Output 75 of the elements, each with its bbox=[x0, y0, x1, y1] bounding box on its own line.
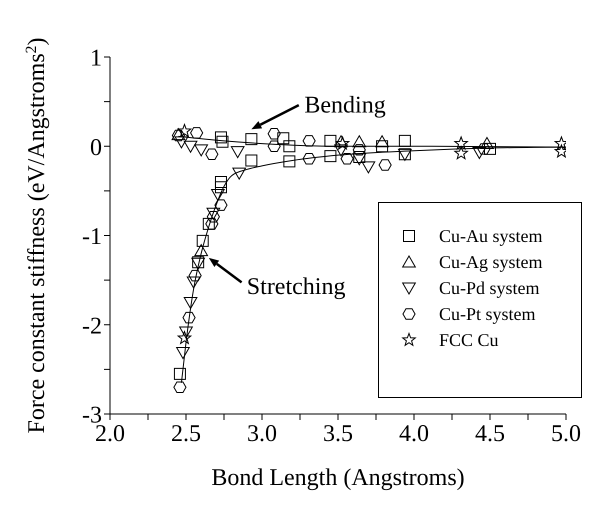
point bbox=[184, 140, 198, 153]
point bbox=[334, 144, 348, 156]
point bbox=[302, 135, 316, 147]
legend-label: FCC Cu bbox=[439, 329, 499, 352]
point bbox=[378, 159, 392, 171]
y-tick-label: 0 bbox=[90, 134, 102, 161]
point bbox=[268, 140, 281, 152]
point bbox=[362, 161, 376, 174]
point bbox=[230, 146, 245, 158]
point bbox=[283, 155, 296, 168]
point bbox=[194, 144, 208, 156]
x-tick-label: 3.0 bbox=[247, 421, 277, 448]
point bbox=[174, 136, 188, 148]
point bbox=[174, 368, 186, 380]
point bbox=[454, 146, 468, 160]
point bbox=[216, 136, 228, 148]
point bbox=[352, 144, 366, 156]
point bbox=[202, 218, 215, 230]
point bbox=[376, 140, 388, 152]
point bbox=[472, 147, 486, 160]
point bbox=[182, 312, 196, 324]
point bbox=[190, 127, 204, 139]
x-tick-label: 4.5 bbox=[475, 421, 505, 448]
point bbox=[205, 218, 218, 230]
point bbox=[184, 296, 198, 309]
point bbox=[206, 211, 220, 222]
point bbox=[211, 188, 225, 201]
point bbox=[188, 270, 202, 282]
point bbox=[186, 276, 200, 288]
point bbox=[214, 131, 227, 144]
point bbox=[194, 244, 208, 256]
point bbox=[340, 153, 354, 164]
point bbox=[484, 142, 496, 155]
point bbox=[173, 381, 186, 393]
point bbox=[268, 128, 281, 140]
point bbox=[179, 326, 193, 338]
point bbox=[178, 331, 192, 344]
point bbox=[353, 150, 366, 163]
y-tick-label: -1 bbox=[82, 224, 102, 250]
point bbox=[477, 143, 490, 155]
annotation: Bending bbox=[304, 92, 386, 118]
point bbox=[352, 153, 366, 166]
point bbox=[214, 176, 227, 188]
point bbox=[302, 153, 316, 164]
y-tick-label: 1 bbox=[90, 46, 102, 72]
point bbox=[196, 234, 209, 247]
point bbox=[232, 168, 246, 180]
point bbox=[245, 133, 258, 146]
point bbox=[324, 134, 336, 147]
legend-label: Cu-Au system bbox=[439, 225, 542, 248]
x-tick-label: 5.0 bbox=[551, 421, 581, 448]
point bbox=[352, 135, 366, 148]
y-tick-label: -2 bbox=[82, 313, 102, 340]
point bbox=[277, 132, 290, 144]
legend-label: Cu-Pt system bbox=[439, 303, 536, 326]
point bbox=[178, 124, 192, 137]
x-tick-label: 2.5 bbox=[171, 421, 201, 448]
point bbox=[176, 346, 190, 359]
point bbox=[480, 137, 494, 150]
legend-label: Cu-Ag system bbox=[439, 251, 542, 274]
point bbox=[283, 140, 296, 152]
point bbox=[214, 181, 227, 194]
point bbox=[375, 135, 389, 148]
point bbox=[324, 150, 336, 162]
point bbox=[206, 208, 220, 220]
point bbox=[245, 154, 258, 167]
point bbox=[205, 148, 218, 160]
x-tick-label: 4.0 bbox=[399, 421, 429, 448]
legend-label: Cu-Pd system bbox=[439, 277, 540, 300]
annotation: Stretching bbox=[246, 274, 346, 300]
point bbox=[214, 199, 228, 211]
x-axis-title: Bond Length (Angstroms) bbox=[211, 465, 465, 492]
point bbox=[398, 134, 411, 147]
x-tick-label: 3.5 bbox=[323, 421, 353, 448]
point bbox=[454, 136, 468, 150]
